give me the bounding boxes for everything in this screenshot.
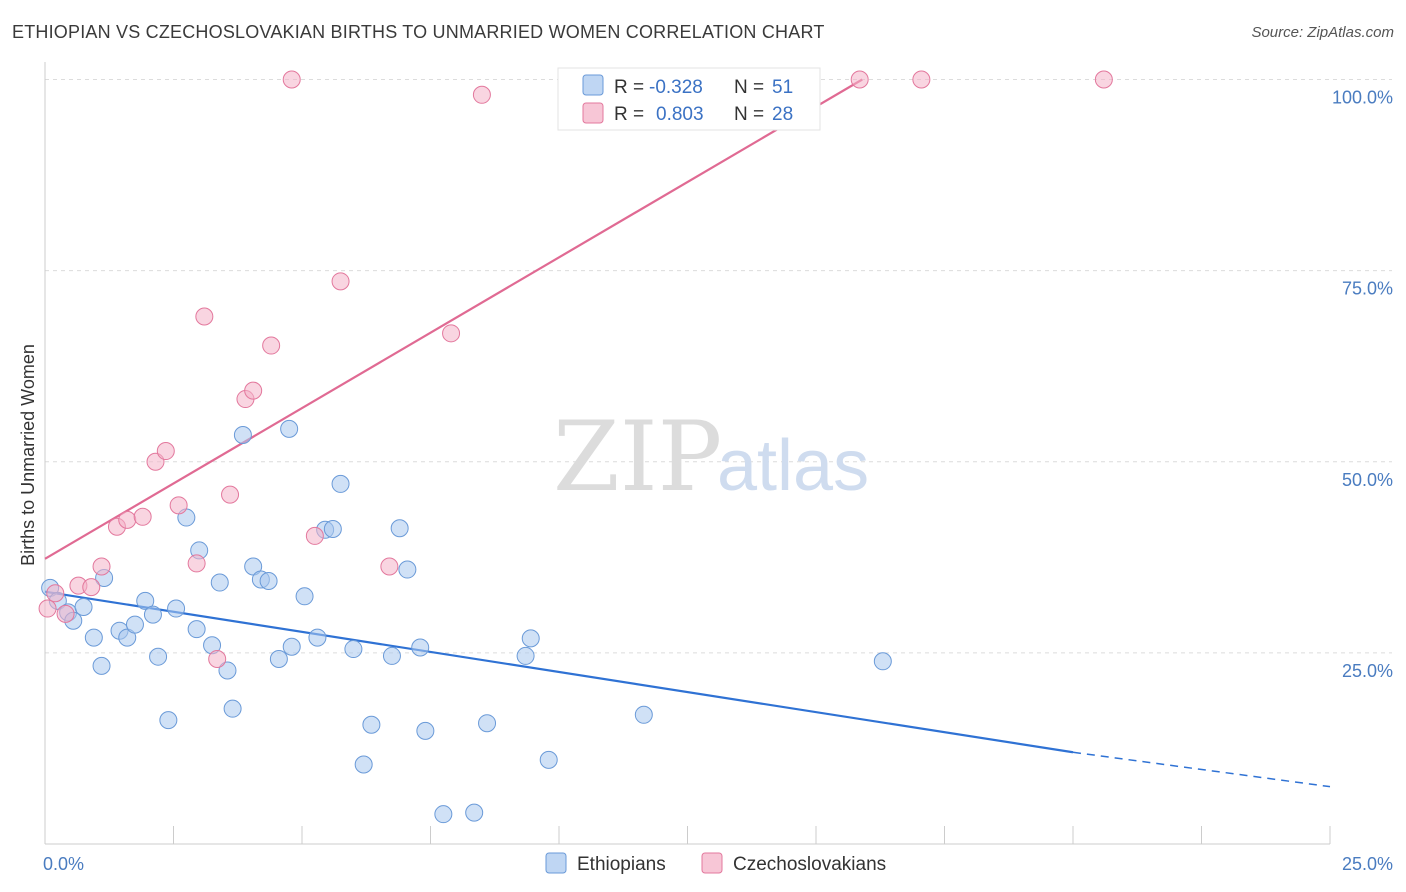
ethiopians-point xyxy=(84,628,103,647)
legend-n-label: N = xyxy=(734,77,764,98)
czechoslovakians-point xyxy=(305,526,324,545)
trend-line xyxy=(44,590,1074,754)
bottom-legend-swatch-ethiopians xyxy=(545,852,567,874)
czechoslovakians-point xyxy=(46,584,65,603)
ethiopians-point xyxy=(634,705,653,724)
czechoslovakians-point xyxy=(912,70,931,89)
legend-r-value: 0.803 xyxy=(656,104,704,125)
ethiopians-point xyxy=(269,649,288,668)
czechoslovakians-point xyxy=(442,324,461,343)
y-tick-label: 25.0% xyxy=(1342,661,1393,681)
ethiopians-point xyxy=(516,646,535,665)
ethiopians-point xyxy=(218,661,237,680)
watermark-zip: ZIP xyxy=(553,401,722,513)
ethiopians-point xyxy=(167,599,186,618)
ethiopians-point xyxy=(143,605,162,624)
ethiopians-point xyxy=(362,715,381,734)
legend-swatch-czechoslovakians xyxy=(582,102,604,124)
ethiopians-point xyxy=(382,646,401,665)
source-label: Source: ZipAtlas.com xyxy=(1251,24,1394,41)
czechoslovakians-point xyxy=(850,70,869,89)
czechoslovakians-point xyxy=(82,578,101,597)
czechoslovakians-point xyxy=(244,381,263,400)
bottom-legend-label: Czechoslovakians xyxy=(733,854,886,875)
czechoslovakians-point xyxy=(133,507,152,526)
watermark-atlas: atlas xyxy=(717,426,869,506)
legend-n-label: N = xyxy=(734,104,764,125)
czechoslovakians-point xyxy=(380,557,399,576)
ethiopians-point xyxy=(308,628,327,647)
ethiopians-point xyxy=(295,587,314,606)
czechoslovakians-point xyxy=(282,70,301,89)
czechoslovakians-point xyxy=(187,554,206,573)
y-axis-label: Births to Unmarried Women xyxy=(18,344,38,566)
grid-lines xyxy=(45,79,1392,654)
czechoslovakians-point xyxy=(118,510,137,529)
ethiopians-point xyxy=(125,615,144,634)
trend-lines xyxy=(44,78,1331,788)
ethiopians-point xyxy=(434,805,453,824)
czechoslovakians-point xyxy=(195,307,214,326)
ethiopians-point xyxy=(74,598,93,617)
legend-r-label: R = xyxy=(614,77,644,98)
ethiopians-point xyxy=(354,755,373,774)
bottom-legend-swatch-czechoslovakians xyxy=(701,852,723,874)
legend-swatch-ethiopians xyxy=(582,74,604,96)
ethiopians-point xyxy=(282,637,301,656)
czechoslovakians-point xyxy=(221,485,240,504)
czechoslovakians-point xyxy=(208,649,227,668)
czechoslovakians-point xyxy=(262,336,281,355)
czechoslovakians-point xyxy=(472,85,491,104)
ethiopians-point xyxy=(233,425,252,444)
y-tick-label: 75.0% xyxy=(1342,279,1393,299)
ethiopians-point xyxy=(136,591,155,610)
y-tick-label: 50.0% xyxy=(1342,470,1393,490)
bottom-legend-label: Ethiopians xyxy=(577,854,666,875)
ethiopians-point xyxy=(344,640,363,659)
legend-r-label: R = xyxy=(614,104,644,125)
trend-line-extension xyxy=(1072,751,1331,788)
ethiopians-point xyxy=(398,560,417,579)
bottom-legend: Ethiopians Czechoslovakians xyxy=(545,852,886,875)
x-tick-label: 25.0% xyxy=(1342,854,1393,874)
ethiopians-point xyxy=(210,573,229,592)
legend: R = -0.328 N = 51 R = 0.803 N = 28 xyxy=(557,67,821,131)
ethiopians-point xyxy=(223,699,242,718)
ethiopians-point xyxy=(411,638,430,657)
ethiopians-point xyxy=(159,711,178,730)
ethiopians-point xyxy=(416,721,435,740)
ethiopians-point xyxy=(280,419,299,438)
y-tick-label: 100.0% xyxy=(1332,88,1393,108)
axes xyxy=(44,62,1331,845)
czechoslovakians-point xyxy=(169,496,188,515)
ethiopians-point xyxy=(873,652,892,671)
ethiopians-point xyxy=(390,519,409,538)
czechoslovakians-point xyxy=(92,557,111,576)
ethiopians-point xyxy=(478,714,497,733)
x-tick-label: 0.0% xyxy=(43,854,84,874)
ethiopians-point xyxy=(521,629,540,648)
chart-title: ETHIOPIAN VS CZECHOSLOVAKIAN BIRTHS TO U… xyxy=(12,22,825,42)
ethiopians-point xyxy=(323,520,342,539)
ethiopians-point xyxy=(331,474,350,493)
czechoslovakians-point xyxy=(38,599,57,618)
ethiopians-point xyxy=(149,647,168,666)
legend-r-value: -0.328 xyxy=(649,77,703,98)
czechoslovakians-point xyxy=(331,272,350,291)
czechoslovakians-point xyxy=(56,604,75,623)
czechoslovakians-point xyxy=(156,442,175,461)
legend-n-value: 28 xyxy=(772,104,793,125)
ethiopians-point xyxy=(465,803,484,822)
x-tick-labels: 0.0% 25.0% xyxy=(43,854,1393,874)
legend-n-value: 51 xyxy=(772,77,793,98)
czechoslovakians-point xyxy=(1094,70,1113,89)
y-tick-labels: 25.0% 50.0% 75.0% 100.0% xyxy=(1332,88,1393,681)
ethiopians-point xyxy=(539,750,558,769)
ethiopians-point xyxy=(187,620,206,639)
trend-line xyxy=(44,78,863,560)
ethiopians-point xyxy=(259,572,278,591)
ethiopians-point xyxy=(92,656,111,675)
